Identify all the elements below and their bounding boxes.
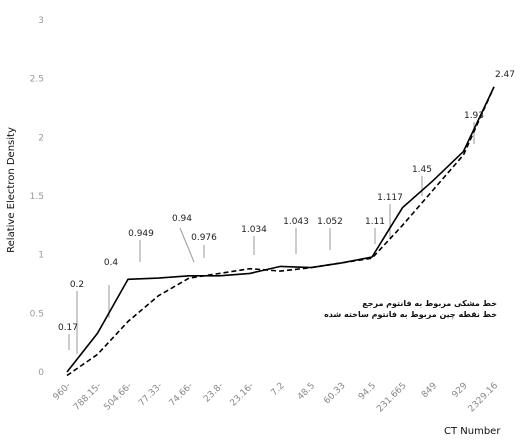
x-tick-label: 2329.16 <box>467 381 501 415</box>
series-line-dashed <box>66 86 495 377</box>
x-tick-label: 7.2 <box>269 381 286 398</box>
data-labels: 0.17 0.2 0.4 0.949 0.94 0.976 1.034 1.043 1.052 1… <box>58 70 515 333</box>
y-tick-label: 2 <box>38 133 44 143</box>
x-tick-label: 94.5 <box>357 381 378 402</box>
data-label: 0.976 <box>191 233 217 243</box>
x-tick-label: 74.66- <box>168 381 196 409</box>
data-label: 0.949 <box>128 229 154 239</box>
x-tick-label: 23.16- <box>229 381 257 409</box>
data-label: 1.043 <box>283 217 309 227</box>
x-axis-ticks: 960-788.15-504.66- 77.33- 74.66- 23.8- 23.16… <box>52 381 501 415</box>
y-axis-title-group: Relative Electron Density <box>6 127 17 253</box>
data-label: 0.2 <box>70 280 84 290</box>
legend: خط مشکی مربوط به فانتوم مرجع خط نقطه چین … <box>324 299 497 319</box>
x-tick-label: 929 <box>450 381 469 400</box>
data-label: 1.052 <box>317 217 343 227</box>
y-tick-label: 3 <box>38 16 44 26</box>
data-label: 1.45 <box>412 165 432 175</box>
series-line-solid <box>66 86 495 373</box>
x-tick-label: 60.33 <box>322 381 347 406</box>
y-tick-label: 0 <box>38 368 44 378</box>
data-label: 0.17 <box>58 323 78 333</box>
data-label: 1.93 <box>464 111 484 121</box>
x-tick-label: 849 <box>420 381 439 400</box>
data-label: 0.4 <box>104 258 119 268</box>
y-axis-title: Relative Electron Density <box>6 127 17 253</box>
y-tick-label: 0.5 <box>30 309 44 319</box>
x-axis-title: CT Number <box>444 426 501 437</box>
series-lines <box>66 86 495 377</box>
x-tick-label: 504.66- <box>102 381 134 413</box>
y-tick-label: 1 <box>38 251 44 261</box>
data-label: 0.94 <box>172 214 192 224</box>
data-label: 1.117 <box>377 193 403 203</box>
y-tick-label: 2.5 <box>30 75 44 85</box>
legend-entry: خط نقطه چین مربوط به فانتوم ساخته شده <box>324 310 497 319</box>
x-tick-label: 77.33- <box>137 381 165 409</box>
legend-entry: خط مشکی مربوط به فانتوم مرجع <box>362 299 497 308</box>
data-label: 2.47 <box>495 70 515 80</box>
data-label: 1.034 <box>241 225 267 235</box>
x-tick-label: 48.5 <box>296 381 317 402</box>
y-tick-label: 1.5 <box>30 192 44 202</box>
y-axis-ticks: 0 0.5 1 1.5 2 2.5 3 <box>30 16 45 378</box>
x-tick-label: 231.665 <box>375 381 408 414</box>
x-tick-label: 23.8- <box>202 381 226 405</box>
x-tick-label: 960- <box>52 381 74 403</box>
leader-line <box>179 227 195 263</box>
data-label: 1.11 <box>365 217 385 227</box>
x-tick-label: 788.15- <box>72 381 104 413</box>
